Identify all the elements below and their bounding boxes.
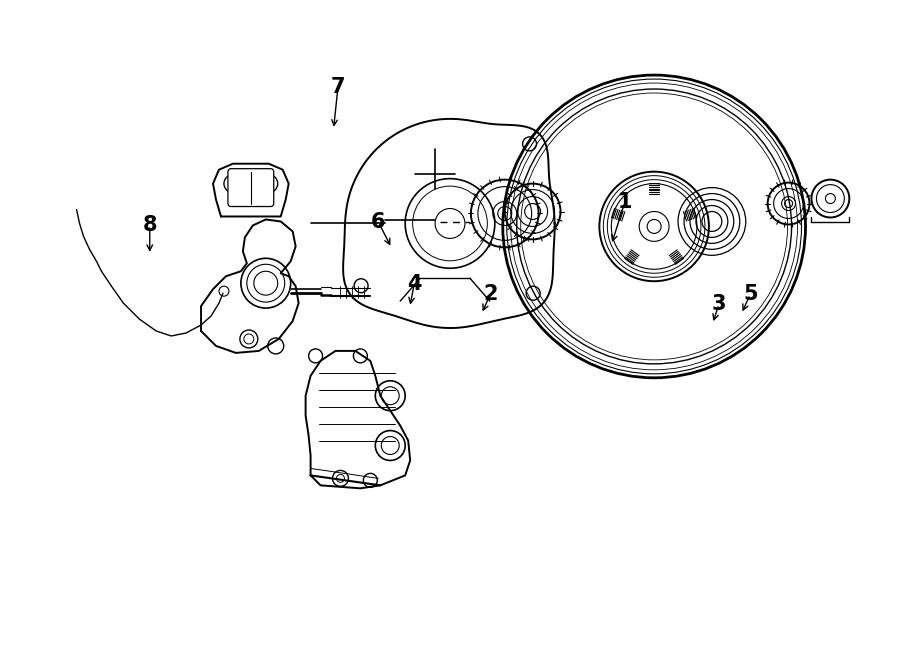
Text: 8: 8 bbox=[142, 215, 157, 235]
Text: 3: 3 bbox=[712, 294, 726, 314]
Text: 2: 2 bbox=[483, 284, 498, 304]
Text: 4: 4 bbox=[407, 274, 421, 294]
Text: 6: 6 bbox=[371, 212, 385, 232]
Text: 1: 1 bbox=[617, 192, 632, 212]
Text: 7: 7 bbox=[330, 77, 346, 97]
Text: 5: 5 bbox=[742, 284, 758, 304]
FancyBboxPatch shape bbox=[228, 169, 274, 206]
